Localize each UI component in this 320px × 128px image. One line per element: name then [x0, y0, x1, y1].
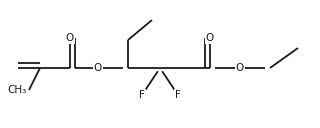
Text: O: O: [236, 63, 244, 73]
Text: F: F: [139, 90, 145, 100]
Text: F: F: [175, 90, 181, 100]
Text: O: O: [94, 63, 102, 73]
Text: CH₃: CH₃: [8, 85, 27, 95]
Text: O: O: [66, 33, 74, 43]
Text: O: O: [206, 33, 214, 43]
